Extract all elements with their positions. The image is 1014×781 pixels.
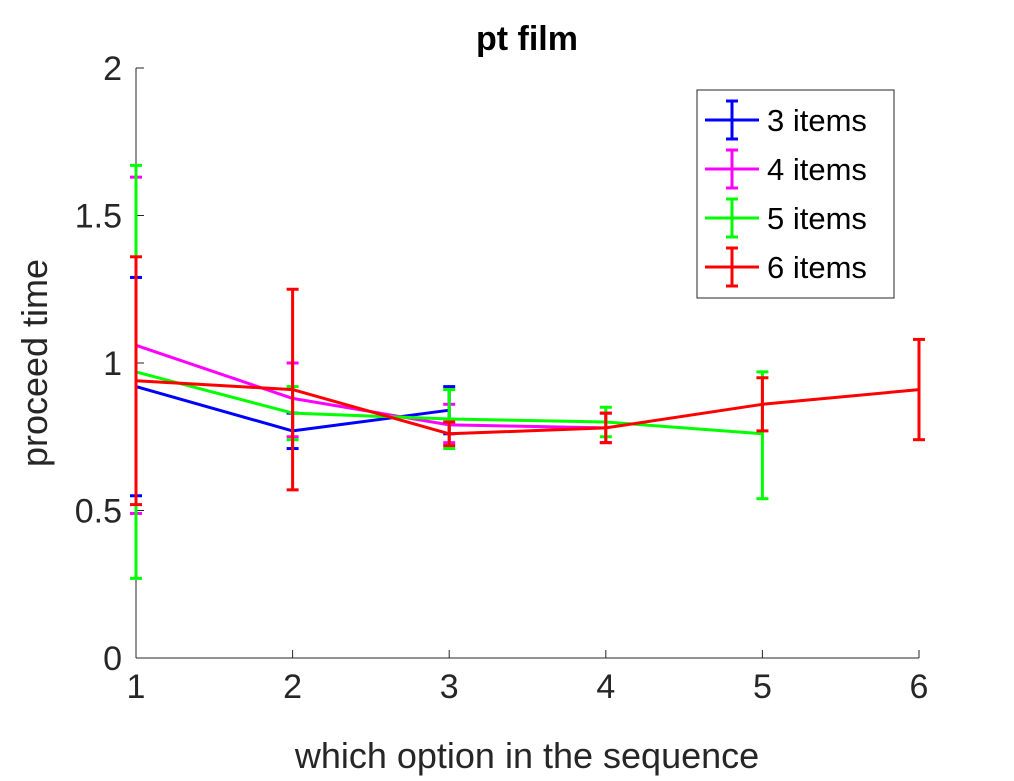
x-tick-label: 6 (910, 668, 929, 706)
series-line (135, 379, 920, 436)
x-axis-label: which option in the sequence (294, 735, 759, 776)
error-bar (443, 420, 456, 448)
x-tick-label: 3 (440, 668, 459, 706)
legend: 3 items 4 items 5 items 6 items (696, 89, 895, 299)
error-bar (913, 337, 925, 442)
legend-label: 5 items (767, 201, 867, 236)
y-tick-label: 1.5 (75, 198, 122, 236)
plot-series (130, 163, 925, 580)
x-tick-label: 1 (127, 668, 146, 706)
y-tick-label: 0 (103, 640, 122, 678)
chart-title: pt film (476, 20, 578, 58)
legend-box (696, 89, 895, 299)
series-4 (130, 255, 925, 507)
legend-item: 5 items (705, 197, 867, 239)
legend-item: 6 items (705, 246, 867, 288)
y-tick-label: 2 (103, 50, 122, 88)
legend-item: 3 items (705, 99, 867, 141)
y-tick-label: 1 (103, 345, 122, 383)
x-tick-label: 2 (283, 668, 302, 706)
error-bar (599, 411, 612, 445)
y-tick-label: 0.5 (75, 493, 122, 531)
legend-item: 4 items (705, 148, 867, 190)
axes: 1 2 3 4 5 6 0 0.5 1 1.5 2 (75, 50, 929, 706)
legend-label: 4 items (767, 152, 867, 187)
error-bar (286, 287, 299, 492)
x-tick-label: 5 (753, 668, 772, 706)
legend-label: 3 items (767, 103, 867, 138)
y-axis-label: proceed time (14, 259, 55, 467)
error-bar (756, 376, 769, 433)
x-tick-label: 4 (596, 668, 615, 706)
legend-label: 6 items (767, 250, 867, 285)
error-bar (130, 255, 142, 507)
